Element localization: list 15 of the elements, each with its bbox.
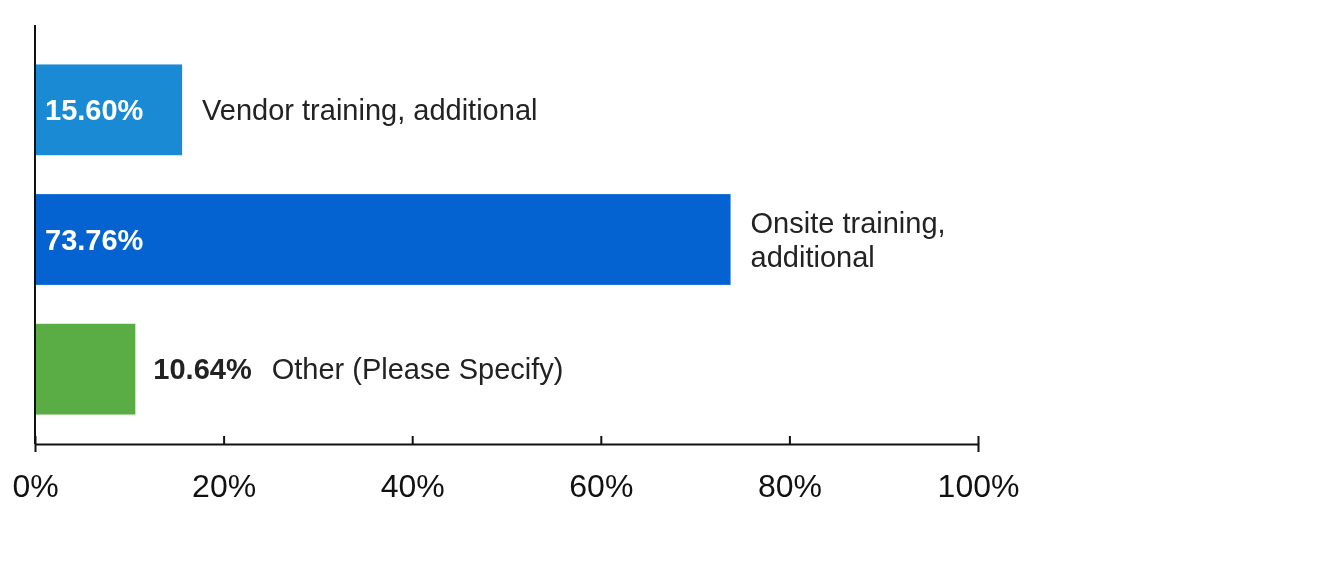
y-tick-label: Onsite training, additional [750, 206, 946, 273]
data-label: 73.76% [45, 223, 144, 256]
bar [35, 64, 183, 156]
x-tick-label: 100% [937, 467, 1020, 504]
data-label: 10.64% [153, 353, 252, 386]
bar [35, 194, 731, 285]
data-label: 15.60% [45, 93, 144, 126]
y-tick-label: Other (Please Specify) [271, 353, 564, 386]
x-tick-label: 40% [380, 467, 445, 504]
x-tick-label: 60% [569, 467, 634, 504]
x-tick-label: 80% [757, 467, 822, 504]
x-tick-label: 20% [192, 467, 257, 504]
x-tick-label: 0% [12, 467, 59, 504]
bar [35, 323, 136, 415]
y-tick-label: Vendor training, additional [202, 93, 538, 126]
